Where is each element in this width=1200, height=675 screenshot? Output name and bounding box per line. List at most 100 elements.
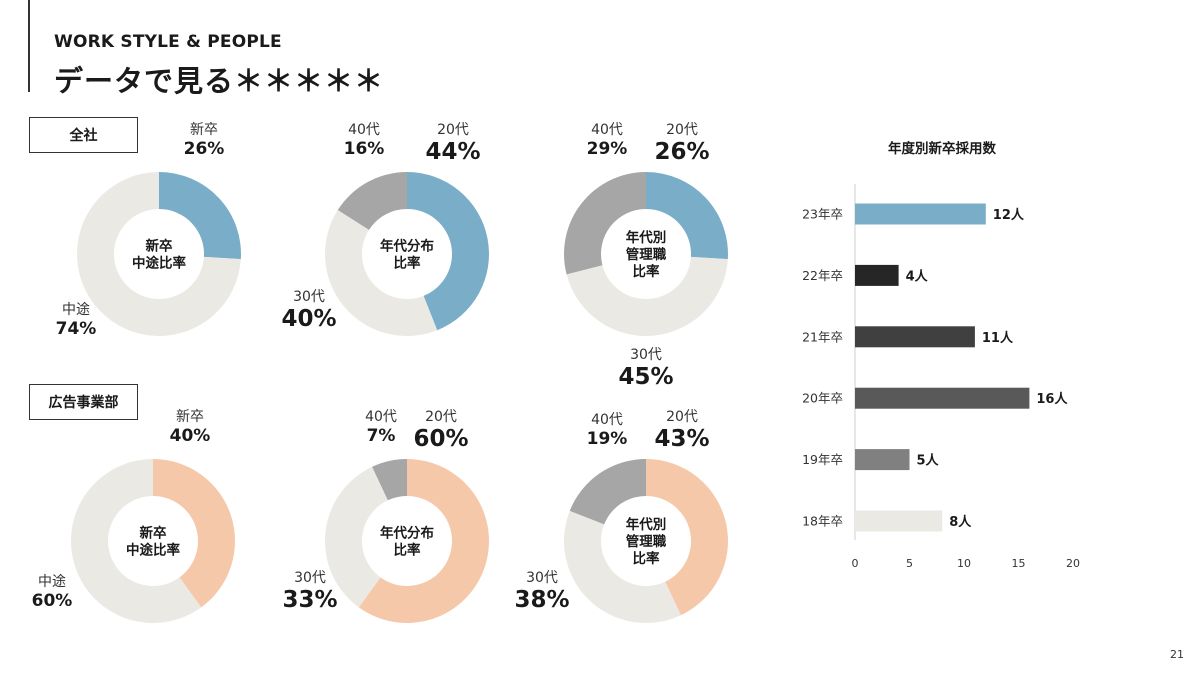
label-value: 26% [183, 139, 225, 159]
section-label-ad-dept: 広告事業部 [29, 384, 138, 420]
bar-category-label: 20年卒 [802, 391, 843, 406]
label-company-mgr-40: 40代 29% [579, 123, 635, 158]
label-dept-age-30: 30代 33% [277, 571, 343, 612]
bar-value-label: 8人 [949, 514, 972, 530]
label-name: 20代 [666, 122, 698, 138]
label-dept-mgr-40: 40代 19% [579, 413, 635, 448]
bar-category-label: 21年卒 [802, 329, 843, 344]
label-value: 7% [366, 426, 396, 446]
bar-23年卒 [855, 203, 986, 225]
donut-center-label: 管理職 [626, 533, 667, 550]
label-value: 43% [654, 426, 710, 452]
label-value: 29% [586, 139, 628, 159]
bar-x-tick-label: 10 [957, 557, 971, 570]
donut-slice-40代 [372, 459, 407, 501]
donut-center-label: 中途比率 [132, 255, 186, 272]
label-name: 40代 [365, 409, 397, 425]
donut-slice-20代 [358, 459, 489, 623]
label-name: 中途 [38, 574, 66, 590]
bar-chart-title: 年度別新卒採用数 [888, 141, 996, 157]
label-company-age-30: 30代 40% [276, 290, 342, 331]
label-value: 19% [586, 429, 628, 449]
label-dept-age-40: 40代 7% [355, 410, 407, 445]
label-value: 60% [31, 591, 73, 611]
donut-center-label: 比率 [394, 542, 421, 559]
section-label-company: 全社 [29, 117, 138, 153]
donut-center-label: 中途比率 [126, 542, 180, 559]
label-dept-mgr-20: 20代 43% [649, 410, 715, 451]
bar-category-label: 22年卒 [802, 268, 843, 283]
donut-slice-中途 [77, 172, 241, 336]
label-name: 20代 [425, 409, 457, 425]
label-name: 新卒 [190, 122, 218, 138]
label-name: 40代 [348, 122, 380, 138]
page-number: 21 [1170, 648, 1184, 661]
bar-21年卒 [855, 326, 975, 348]
donut-slice-30代 [566, 256, 728, 336]
donut-center-label: 比率 [633, 550, 661, 567]
bar-20年卒 [855, 387, 1030, 409]
donut-slice-40代 [337, 172, 407, 230]
bar-value-label: 5人 [917, 453, 940, 469]
donut-center-label: 年代分布 [380, 525, 434, 542]
label-name: 20代 [666, 409, 698, 425]
label-value: 40% [169, 426, 211, 446]
donut-center-label: 新卒 [140, 525, 167, 542]
bar-x-tick-label: 15 [1012, 557, 1026, 570]
donut-center-label: 新卒 [146, 238, 173, 255]
donut-center-label: 比率 [394, 255, 421, 272]
label-value: 45% [618, 364, 674, 390]
label-company-age-20: 20代 44% [420, 123, 486, 164]
donut-slice-20代 [646, 459, 728, 616]
donut-slice-40代 [564, 172, 646, 275]
bar-value-label: 11人 [982, 330, 1014, 346]
bar-chart-yearly-new-grad-hires: 23年卒 12人 22年卒 4人 21年卒 11人 20年卒 16人 19年卒 5人 18年卒 8人 0… [802, 184, 1080, 570]
donut-center-label: 年代別 [626, 229, 667, 246]
label-value: 16% [343, 139, 385, 159]
label-value: 26% [654, 139, 710, 165]
label-company-mgr-20: 20代 26% [649, 123, 715, 164]
label-value: 40% [281, 306, 337, 332]
donut-center-label: 年代分布 [380, 238, 434, 255]
label-value: 33% [282, 587, 338, 613]
bar-value-label: 16人 [1036, 391, 1068, 407]
bar-category-label: 19年卒 [802, 452, 843, 467]
donut-slice-40代 [569, 459, 646, 525]
label-value: 60% [413, 426, 469, 452]
label-company-chuto: 中途 74% [48, 303, 104, 338]
page-title: データで見る＊＊＊＊＊ [54, 64, 385, 98]
label-name: 40代 [591, 122, 623, 138]
label-name: 新卒 [176, 409, 204, 425]
donut-slice-30代 [325, 210, 438, 336]
label-company-mgr-30: 30代 45% [613, 348, 679, 389]
label-name: 30代 [526, 570, 558, 586]
donut-center-label: 年代別 [626, 516, 667, 533]
title-accent-rule [28, 0, 30, 92]
donut-slice-30代 [564, 510, 681, 623]
donut-slice-20代 [407, 172, 489, 331]
bar-category-label: 18年卒 [802, 514, 843, 529]
bar-x-tick-label: 0 [852, 557, 859, 570]
page-subtitle: WORK STYLE & PEOPLE [54, 32, 282, 52]
bar-22年卒 [855, 264, 899, 286]
bar-category-label: 23年卒 [802, 207, 843, 222]
label-name: 中途 [62, 302, 90, 318]
label-name: 30代 [293, 289, 325, 305]
label-name: 30代 [630, 347, 662, 363]
label-company-age-40: 40代 16% [336, 123, 392, 158]
label-name: 20代 [437, 122, 469, 138]
bar-x-tick-label: 20 [1066, 557, 1080, 570]
donut-center-label: 管理職 [626, 246, 667, 263]
label-value: 38% [514, 587, 570, 613]
label-name: 40代 [591, 412, 623, 428]
bar-18年卒 [855, 510, 943, 532]
label-name: 30代 [294, 570, 326, 586]
donut-slice-中途 [70, 459, 202, 623]
donut-slice-30代 [325, 466, 388, 608]
